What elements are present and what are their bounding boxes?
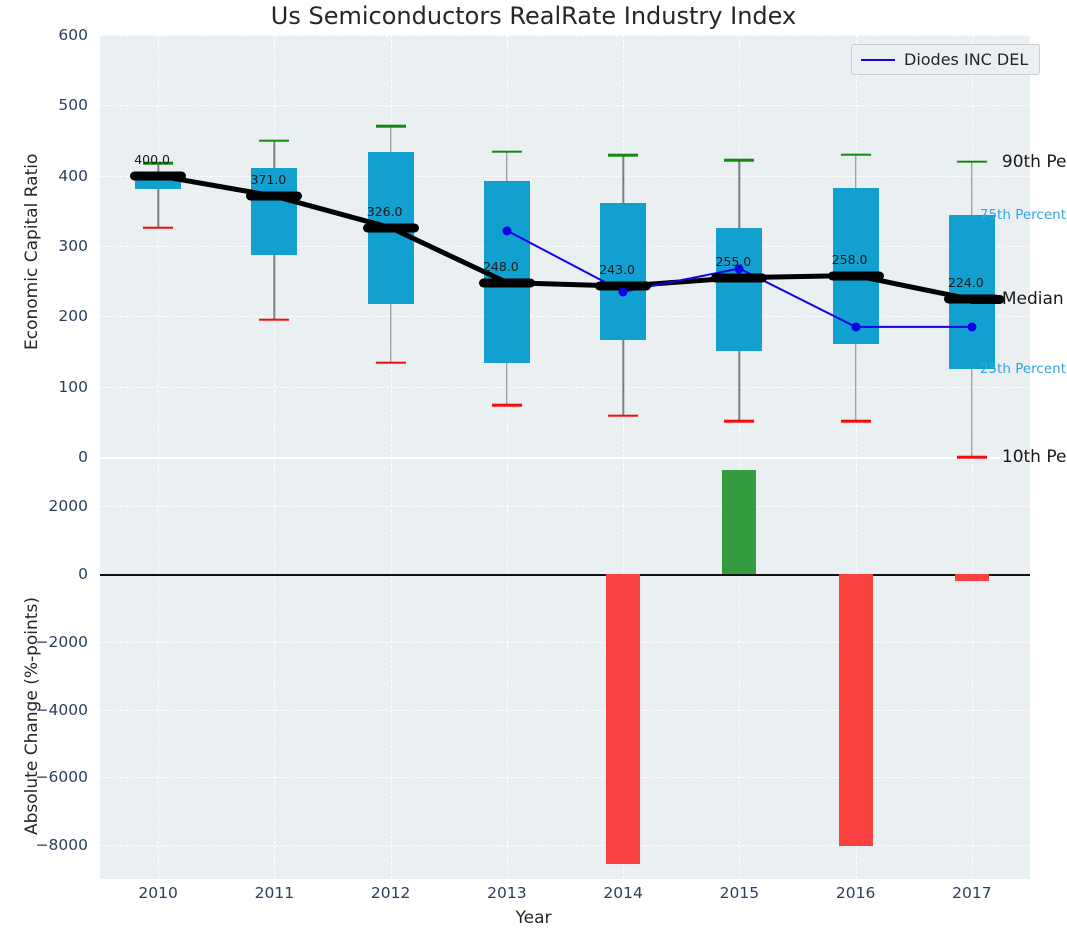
y-axis-label-bottom: Absolute Change (%-points) bbox=[22, 597, 42, 835]
gridline-horizontal bbox=[100, 641, 1030, 643]
series-point bbox=[734, 264, 744, 273]
annotation-median: Median bbox=[1001, 289, 1064, 310]
box-iqr bbox=[716, 227, 763, 351]
median-value-label: 224.0 bbox=[947, 275, 984, 291]
median-value-label: 258.0 bbox=[831, 251, 868, 267]
change-bar bbox=[722, 469, 757, 575]
y-tick-label-top: 300 bbox=[58, 237, 88, 255]
x-tick-label: 2016 bbox=[835, 884, 876, 902]
annotation-10th-percentile: 10th Percentile bbox=[1001, 447, 1067, 467]
absolute-change-panel bbox=[100, 459, 1030, 879]
whisker-cap-p10 bbox=[259, 318, 290, 322]
median-marker bbox=[246, 191, 303, 201]
median-value-label: 326.0 bbox=[366, 203, 403, 219]
whisker-cap-p90 bbox=[259, 139, 290, 142]
whisker-cap-p10 bbox=[491, 403, 522, 407]
legend-label: Diodes INC DEL bbox=[904, 50, 1029, 69]
bottom-plot-area bbox=[100, 459, 1030, 879]
median-marker bbox=[595, 281, 652, 291]
median-marker bbox=[943, 294, 1000, 304]
series-point bbox=[851, 322, 861, 332]
legend-line-swatch bbox=[861, 58, 895, 61]
x-tick-label: 2011 bbox=[254, 884, 295, 902]
median-value-label: 400.0 bbox=[134, 151, 171, 167]
whisker-cap-p10 bbox=[375, 361, 406, 365]
y-tick-label-bottom: −8000 bbox=[35, 836, 88, 855]
whisker-cap-p10 bbox=[724, 419, 755, 423]
whisker-cap-p10 bbox=[956, 455, 987, 459]
gridline-horizontal bbox=[100, 709, 1030, 711]
gridline-vertical bbox=[158, 35, 160, 457]
y-tick-label-bottom: −2000 bbox=[35, 632, 88, 651]
median-marker bbox=[711, 273, 768, 283]
whisker-cap-p90 bbox=[956, 160, 987, 163]
median-value-label: 371.0 bbox=[250, 172, 287, 188]
box-iqr bbox=[948, 215, 995, 370]
median-value-label: 243.0 bbox=[599, 262, 636, 278]
median-marker bbox=[478, 278, 535, 288]
y-tick-label-bottom: −6000 bbox=[35, 768, 88, 787]
x-tick-label: 2010 bbox=[138, 884, 178, 902]
gridline-horizontal bbox=[100, 845, 1030, 847]
economic-capital-ratio-panel bbox=[100, 35, 1030, 457]
whisker-cap-p10 bbox=[608, 414, 639, 417]
gridline-horizontal bbox=[100, 175, 1030, 177]
gridline-horizontal bbox=[100, 777, 1030, 779]
gridline-vertical bbox=[971, 459, 973, 879]
legend[interactable]: Diodes INC DEL bbox=[851, 44, 1041, 75]
change-bar bbox=[838, 574, 873, 846]
y-tick-label-top: 500 bbox=[58, 96, 88, 115]
median-marker bbox=[130, 171, 187, 181]
change-bar bbox=[606, 574, 641, 865]
whisker-cap-p90 bbox=[491, 150, 522, 154]
gridline-horizontal bbox=[100, 386, 1030, 388]
whisker-cap-p90 bbox=[375, 125, 406, 128]
y-tick-label-bottom: 0 bbox=[78, 565, 88, 584]
gridline-vertical bbox=[274, 459, 276, 879]
chart-title: Us Semiconductors RealRate Industry Inde… bbox=[270, 2, 797, 30]
whisker-cap-p90 bbox=[840, 153, 871, 156]
y-tick-label-top: 600 bbox=[58, 26, 88, 44]
median-value-label: 248.0 bbox=[482, 258, 519, 274]
x-tick-label: 2017 bbox=[952, 884, 992, 902]
whisker-cap-p10 bbox=[840, 419, 871, 423]
annotation-90th-percentile: 90th Percentile bbox=[1001, 151, 1067, 172]
y-tick-label-top: 0 bbox=[78, 448, 88, 466]
y-tick-label-bottom: −4000 bbox=[35, 700, 88, 719]
x-tick-label: 2015 bbox=[719, 884, 760, 902]
x-axis-label: Year bbox=[515, 908, 552, 928]
gridline-vertical bbox=[506, 459, 508, 879]
annotation-25th-percentile: 25th Percentile bbox=[979, 361, 1067, 378]
whisker-cap-p90 bbox=[608, 153, 639, 157]
whisker-cap-p10 bbox=[143, 226, 174, 229]
x-tick-label: 2013 bbox=[487, 884, 527, 902]
gridline-vertical bbox=[390, 459, 392, 879]
median-marker bbox=[362, 223, 419, 233]
gridline-horizontal bbox=[100, 316, 1030, 318]
series-point bbox=[618, 287, 628, 297]
gridline-vertical bbox=[158, 459, 160, 879]
gridline-horizontal bbox=[100, 35, 1030, 36]
change-bar bbox=[954, 574, 989, 581]
y-axis-label-top: Economic Capital Ratio bbox=[22, 153, 42, 350]
x-tick-label: 2014 bbox=[603, 884, 643, 902]
median-marker bbox=[827, 271, 884, 281]
gridline-horizontal bbox=[100, 105, 1030, 107]
x-tick-label: 2012 bbox=[370, 884, 411, 902]
top-plot-area bbox=[100, 35, 1030, 457]
y-tick-label-top: 100 bbox=[58, 377, 88, 396]
y-tick-label-top: 200 bbox=[58, 307, 88, 326]
whisker-cap-p90 bbox=[143, 161, 174, 165]
zero-line bbox=[100, 574, 1030, 577]
gridline-horizontal bbox=[100, 246, 1030, 247]
annotation-75th-percentile: 75th Percentile bbox=[979, 207, 1067, 224]
median-value-label: 255.0 bbox=[715, 253, 752, 269]
series-point bbox=[502, 226, 512, 236]
gridline-horizontal bbox=[100, 506, 1030, 508]
y-tick-label-bottom: 2000 bbox=[48, 497, 88, 516]
series-point bbox=[967, 322, 977, 332]
whisker-cap-p90 bbox=[724, 158, 755, 162]
y-tick-label-top: 400 bbox=[58, 166, 88, 185]
